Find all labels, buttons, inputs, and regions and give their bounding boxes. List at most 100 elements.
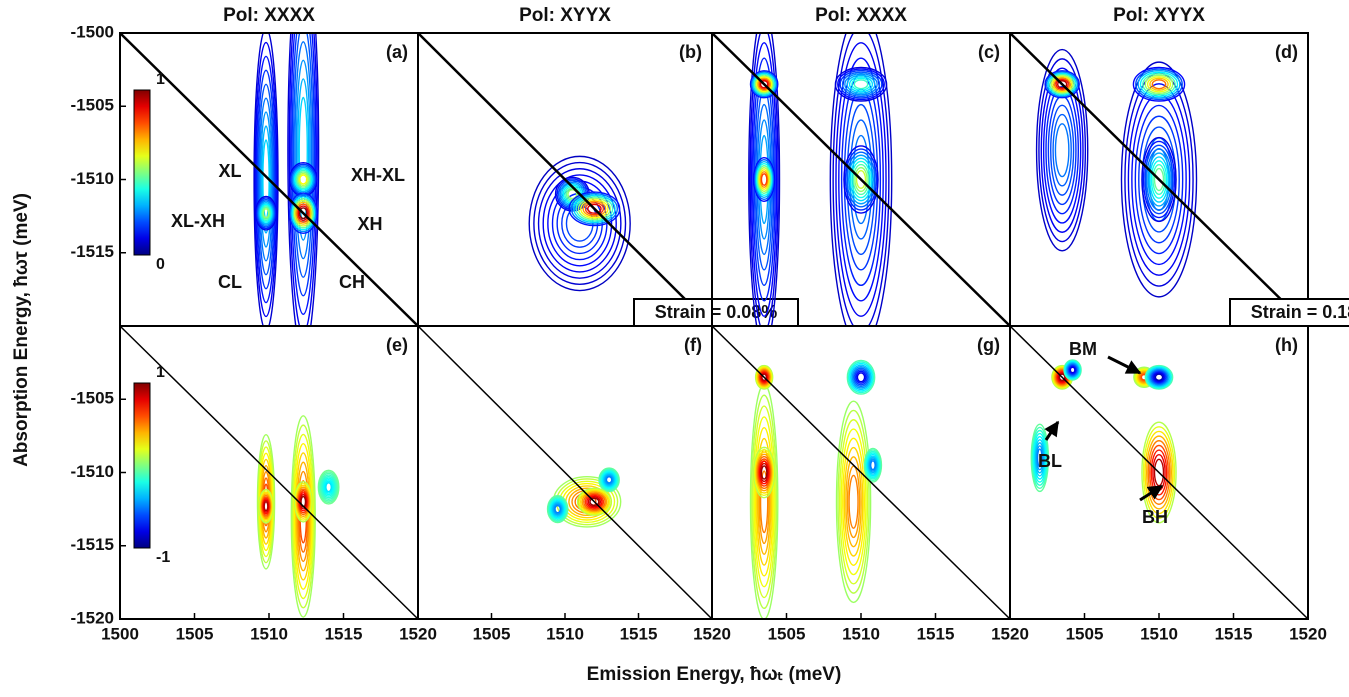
x-tick-label: 1520 <box>991 624 1029 643</box>
contour-line <box>317 469 340 505</box>
x-tick-label: 1510 <box>842 624 880 643</box>
contour-line <box>318 471 339 504</box>
colorbar-tick-label: 1 <box>156 364 165 381</box>
contour-line <box>1036 448 1043 468</box>
contour-line <box>261 206 271 220</box>
panel <box>253 33 320 326</box>
contour-line <box>576 487 612 516</box>
contour-line <box>756 165 772 194</box>
annotation: BH <box>1142 507 1168 527</box>
contour-line <box>758 460 770 485</box>
contour-line <box>288 192 318 235</box>
contour-line <box>1152 163 1166 196</box>
diagonal <box>119 32 419 327</box>
annotation: XL-XH <box>171 211 225 231</box>
contour-line <box>854 369 868 386</box>
panel <box>748 33 893 326</box>
contour-line <box>851 77 871 91</box>
contour-line <box>533 161 627 286</box>
contour-line <box>1139 71 1179 98</box>
contour-line <box>754 427 774 577</box>
contour-line <box>863 447 883 483</box>
contour-line <box>324 480 333 494</box>
contour-line <box>1032 432 1047 483</box>
contour-line <box>322 477 335 497</box>
contour-line <box>1132 66 1186 102</box>
contour-line <box>1064 360 1082 380</box>
column-title: Pol: XXXX <box>815 5 907 26</box>
panel <box>546 467 622 528</box>
contour-line <box>1120 61 1198 298</box>
contour-line <box>1145 365 1173 389</box>
contour-line <box>293 168 313 191</box>
contour-line <box>1150 160 1168 199</box>
panel-label: (h) <box>1275 335 1298 355</box>
contour-line <box>1056 80 1068 89</box>
contour-line <box>843 145 879 214</box>
contour-peak <box>1044 70 1080 99</box>
x-tick-label: 1505 <box>768 624 806 643</box>
colorbar-tick-label: 1 <box>156 71 165 88</box>
contour-peak <box>834 66 888 102</box>
contour-line <box>295 484 311 519</box>
contour-line <box>761 373 768 382</box>
annotation: XH <box>357 214 382 234</box>
contour-line <box>575 195 614 222</box>
x-tick-label: 1520 <box>399 624 437 643</box>
contour-peak <box>863 447 883 483</box>
diagonal <box>417 32 713 327</box>
contour-line <box>256 198 276 228</box>
inset-label: Strain = 0.08% <box>655 302 778 322</box>
contour-line <box>849 362 873 392</box>
contour-line <box>1135 68 1183 101</box>
x-tick-label: 1520 <box>693 624 731 643</box>
contour-line <box>841 71 881 98</box>
contour-line <box>868 456 878 474</box>
contour-line <box>756 76 773 93</box>
contour-line <box>1063 359 1082 381</box>
contour-line <box>259 111 273 248</box>
contour-line <box>1066 362 1079 377</box>
contour-line <box>851 365 871 389</box>
contour-line <box>257 83 275 276</box>
y-tick-label: -1515 <box>71 242 114 261</box>
contour-line <box>292 197 314 229</box>
contour-line <box>1127 83 1191 276</box>
contour-line <box>1053 77 1071 91</box>
contour-line <box>1040 67 1084 233</box>
contour-line <box>759 80 769 89</box>
contour-line <box>1068 364 1078 376</box>
column-title: Pol: XYYX <box>519 5 611 26</box>
y-tick-label: -1515 <box>71 535 114 554</box>
contour-line <box>294 41 313 260</box>
contour-line <box>1036 445 1044 471</box>
contour-peak <box>317 469 340 505</box>
contour-line <box>601 470 618 490</box>
x-tick-label: 1515 <box>917 624 955 643</box>
panel-label: (d) <box>1275 42 1298 62</box>
contour-line <box>846 359 876 395</box>
column-title: Pol: XXXX <box>223 5 315 26</box>
panel-label: (c) <box>978 42 1000 62</box>
contour-line <box>754 159 775 200</box>
contour-line <box>323 478 334 496</box>
contour-peak <box>528 155 631 292</box>
annotation: BM <box>1069 339 1097 359</box>
contour-line <box>1149 156 1169 203</box>
contour-line <box>1045 86 1079 215</box>
arrow <box>1107 355 1142 375</box>
contour-line <box>1149 77 1169 91</box>
contour-line <box>1058 373 1066 382</box>
contour-line <box>835 42 887 317</box>
contour-line <box>292 166 314 193</box>
contour-line <box>587 496 602 508</box>
x-tick-label: 1510 <box>546 624 584 643</box>
contour-line <box>290 33 317 315</box>
contour-peak <box>576 487 612 516</box>
contour-line <box>856 372 866 383</box>
diagonal <box>119 325 419 620</box>
contour-line <box>758 78 770 90</box>
contour-line <box>604 474 614 485</box>
contour-line <box>855 170 867 189</box>
